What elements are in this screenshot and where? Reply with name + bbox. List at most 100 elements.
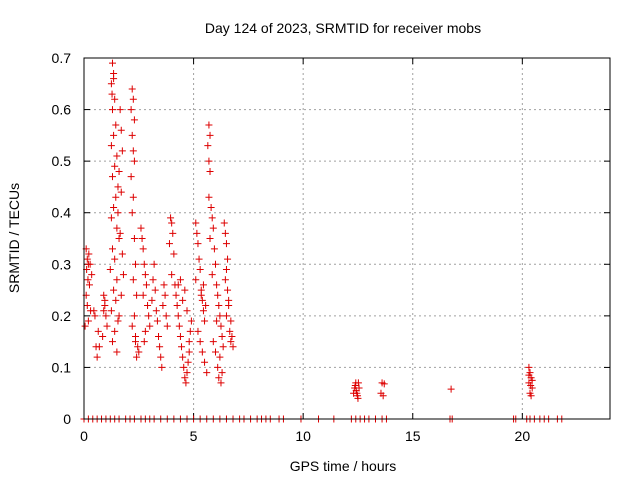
data-point (141, 271, 149, 279)
data-point (216, 353, 224, 361)
data-point (113, 224, 121, 232)
data-point (199, 281, 207, 289)
data-point (213, 281, 221, 289)
data-point (201, 358, 209, 366)
x-axis-label: GPS time / hours (290, 458, 397, 474)
data-point (106, 265, 114, 273)
data-point (203, 369, 211, 377)
data-point (168, 271, 176, 279)
data-point (130, 312, 138, 320)
data-point (183, 369, 191, 377)
x-tick-label: 5 (190, 428, 198, 444)
y-axis-label: SRMTID / TECUs (6, 183, 22, 293)
data-point (113, 152, 121, 160)
data-point (206, 235, 214, 242)
data-point (224, 255, 232, 263)
data-point (83, 302, 91, 310)
x-tick-label: 0 (80, 428, 88, 444)
data-point (135, 348, 143, 356)
data-point (227, 317, 235, 325)
data-point (113, 348, 121, 356)
data-point (173, 302, 181, 310)
data-point (528, 376, 536, 384)
data-point (130, 235, 138, 242)
data-point (108, 173, 116, 181)
data-point (133, 353, 141, 361)
data-point (110, 75, 118, 83)
data-point (221, 276, 229, 284)
data-point (205, 121, 213, 129)
data-point (100, 291, 108, 299)
data-point (196, 338, 204, 346)
data-point (114, 183, 122, 191)
data-point (140, 338, 148, 346)
data-point (198, 296, 206, 304)
data-point (199, 307, 207, 315)
data-point (108, 59, 116, 67)
data-point (111, 255, 119, 263)
data-point (222, 265, 230, 273)
data-point (527, 392, 535, 400)
data-point (182, 379, 190, 387)
data-point (132, 338, 140, 346)
data-point (172, 291, 180, 299)
data-point (194, 327, 202, 335)
data-point (354, 392, 362, 400)
data-point (192, 276, 200, 284)
data-point (141, 327, 149, 335)
data-point (158, 363, 166, 371)
data-point (113, 276, 121, 284)
data-point (209, 224, 217, 232)
data-point (91, 312, 99, 320)
data-point (175, 322, 183, 330)
data-point (128, 131, 136, 139)
data-point (185, 338, 193, 346)
data-point (206, 131, 214, 139)
data-point (215, 302, 223, 310)
data-point (169, 229, 177, 237)
data-point (84, 276, 92, 284)
data-point (129, 95, 137, 103)
data-point (213, 317, 221, 325)
data-point (186, 327, 194, 335)
data-point (525, 371, 533, 379)
data-point (118, 147, 126, 155)
data-point (107, 142, 115, 150)
data-point (156, 343, 164, 351)
data-point (119, 271, 127, 279)
data-point (214, 291, 222, 299)
data-point (128, 209, 136, 217)
data-point (207, 204, 215, 212)
data-point (212, 348, 219, 356)
data-point (86, 260, 94, 268)
data-point (130, 116, 138, 124)
x-tick-label: 15 (405, 428, 421, 444)
data-point (187, 317, 195, 325)
data-point (354, 379, 362, 387)
data-point (157, 353, 165, 361)
data-point (195, 255, 203, 263)
data-point (110, 204, 118, 212)
data-point (94, 327, 102, 335)
data-point (139, 291, 147, 299)
data-point (118, 250, 126, 258)
data-point (114, 209, 122, 217)
data-point (224, 286, 232, 294)
data-point (183, 307, 191, 315)
data-point (115, 167, 123, 175)
data-point (127, 173, 135, 181)
data-point (218, 369, 226, 377)
data-point (176, 276, 184, 284)
data-point (208, 271, 216, 279)
data-point (129, 276, 137, 284)
data-point (197, 291, 205, 299)
axis-layer: 0 5 10 15 20 0 0.1 0.2 0.3 0.4 0.5 0.6 0.7 (52, 50, 610, 444)
data-point (380, 380, 388, 388)
data-point (208, 214, 216, 222)
data-point (107, 80, 115, 88)
data-point (150, 260, 158, 268)
data-point (129, 193, 137, 201)
data-point (162, 312, 170, 320)
y-tick-label: 0.1 (52, 359, 72, 375)
